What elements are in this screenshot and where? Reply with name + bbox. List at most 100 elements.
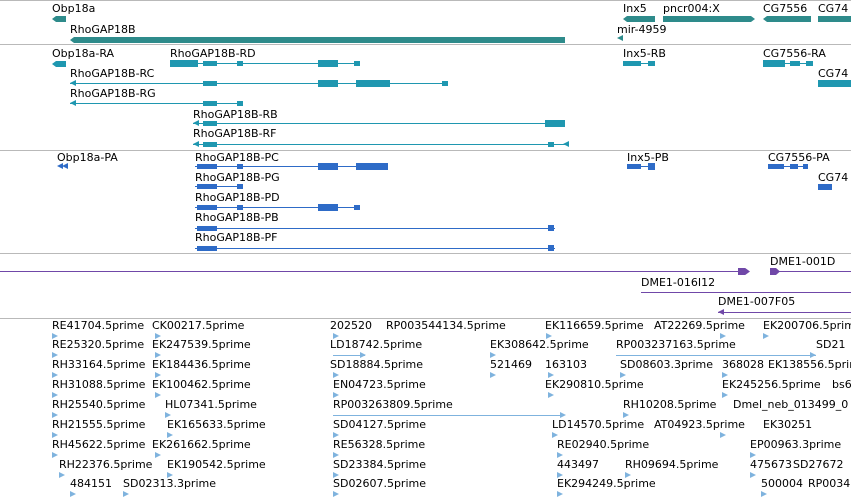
transcript-exon[interactable] xyxy=(623,61,641,66)
clone-end[interactable] xyxy=(738,268,750,275)
est-feature[interactable] xyxy=(557,472,563,478)
est-label[interactable]: EK261662.5prime xyxy=(152,438,251,451)
est-label[interactable]: SD21 xyxy=(816,338,846,351)
est-label[interactable]: SD04127.5prime xyxy=(333,418,426,431)
est-feature[interactable] xyxy=(165,412,171,418)
protein-exon[interactable] xyxy=(197,205,217,210)
est-label[interactable]: RP003263809.5prime xyxy=(333,398,453,411)
est-label[interactable]: EK184436.5prime xyxy=(152,358,251,371)
protein-label[interactable]: RhoGAP18B-PD xyxy=(195,191,280,204)
clone-feature[interactable] xyxy=(641,292,851,293)
est-feature[interactable] xyxy=(52,352,58,358)
est-feature[interactable] xyxy=(750,452,756,458)
transcript-label[interactable]: Obp18a-RA xyxy=(52,47,115,60)
clone-label[interactable]: DME1-001D xyxy=(770,255,836,268)
est-label[interactable]: SD08603.3prime xyxy=(620,358,713,371)
est-label[interactable]: RH45622.5prime xyxy=(52,438,146,451)
est-label[interactable]: 443497 xyxy=(557,458,599,471)
transcript-exon[interactable] xyxy=(193,120,199,126)
est-label[interactable]: EK138556.5prime xyxy=(768,358,851,371)
est-label[interactable]: EK165633.5prime xyxy=(167,418,266,431)
est-label[interactable]: SD27672 xyxy=(793,458,844,471)
est-feature[interactable] xyxy=(52,333,58,339)
transcript-exon[interactable] xyxy=(442,81,448,86)
protein-exon[interactable] xyxy=(548,245,554,251)
est-label[interactable]: RE56328.5prime xyxy=(333,438,426,451)
protein-exon[interactable] xyxy=(237,164,243,169)
est-feature[interactable] xyxy=(167,432,173,438)
est-label[interactable]: 500004 xyxy=(761,477,803,490)
gene-feature[interactable] xyxy=(818,16,851,22)
protein-label[interactable]: RhoGAP18B-PG xyxy=(195,171,280,184)
gene-label[interactable]: RhoGAP18B xyxy=(70,23,136,36)
transcript-exon[interactable] xyxy=(193,141,199,147)
est-label[interactable]: EK290810.5prime xyxy=(545,378,644,391)
clone-feature[interactable] xyxy=(0,271,746,272)
est-label[interactable]: 475673 xyxy=(750,458,792,471)
est-label[interactable]: EN04723.5prime xyxy=(333,378,426,391)
est-feature[interactable] xyxy=(490,372,496,378)
gene-label[interactable]: mir-4959 xyxy=(617,23,667,36)
est-feature[interactable] xyxy=(155,392,161,398)
est-feature[interactable] xyxy=(490,352,496,358)
est-feature[interactable] xyxy=(763,333,769,339)
est-feature[interactable] xyxy=(625,472,631,478)
est-feature[interactable] xyxy=(52,392,58,398)
est-label[interactable]: 521469 xyxy=(490,358,532,371)
clone-end[interactable] xyxy=(718,309,724,315)
est-feature[interactable] xyxy=(548,372,554,378)
est-feature[interactable] xyxy=(333,432,339,438)
transcript-exon[interactable] xyxy=(203,142,217,147)
est-feature[interactable] xyxy=(552,432,558,438)
est-label[interactable]: EK294249.5prime xyxy=(557,477,656,490)
est-feature[interactable] xyxy=(333,472,339,478)
est-label[interactable]: EK116659.5prime xyxy=(545,319,644,332)
protein-label[interactable]: RhoGAP18B-PC xyxy=(195,151,279,164)
gene-label[interactable]: Inx5 xyxy=(623,2,647,15)
est-feature[interactable] xyxy=(52,372,58,378)
est-feature[interactable] xyxy=(557,491,563,497)
est-label[interactable]: EK245256.5prime xyxy=(722,378,821,391)
transcript-label[interactable]: CG7556-RA xyxy=(763,47,826,60)
transcript-exon[interactable] xyxy=(318,60,338,67)
est-feature[interactable] xyxy=(333,333,339,339)
est-label[interactable]: EK247539.5prime xyxy=(152,338,251,351)
transcript-exon[interactable] xyxy=(318,80,338,87)
protein-exon[interactable] xyxy=(548,225,554,231)
gene-feature[interactable] xyxy=(617,35,623,41)
gene-label[interactable]: Obp18a xyxy=(52,2,96,15)
transcript-label[interactable]: Inx5-RB xyxy=(623,47,666,60)
est-label[interactable]: LD14570.5prime xyxy=(552,418,645,431)
est-label[interactable]: RE41704.5prime xyxy=(52,319,145,332)
est-label[interactable]: RE25320.5prime xyxy=(52,338,145,351)
est-label[interactable]: SD23384.5prime xyxy=(333,458,426,471)
est-label[interactable]: SD02313.3prime xyxy=(123,477,216,490)
est-label[interactable]: SD02607.5prime xyxy=(333,477,426,490)
protein-exon[interactable] xyxy=(648,163,655,170)
est-label[interactable]: RE02940.5prime xyxy=(557,438,650,451)
transcript-exon[interactable] xyxy=(237,101,243,106)
est-feature[interactable] xyxy=(52,412,58,418)
est-feature[interactable] xyxy=(70,491,76,497)
protein-exon[interactable] xyxy=(237,184,243,189)
est-feature[interactable] xyxy=(546,333,552,339)
gene-feature[interactable] xyxy=(70,37,565,43)
protein-exon[interactable] xyxy=(237,205,243,210)
gene-feature[interactable] xyxy=(763,16,811,22)
est-feature[interactable] xyxy=(722,372,728,378)
est-label[interactable]: EK200706.5prime xyxy=(763,319,851,332)
transcript-label[interactable]: RhoGAP18B-RC xyxy=(70,67,155,80)
transcript-exon[interactable] xyxy=(548,142,554,147)
protein-exon[interactable] xyxy=(197,164,217,169)
est-feature[interactable] xyxy=(333,372,339,378)
protein-label[interactable]: RhoGAP18B-PB xyxy=(195,211,279,224)
transcript-exon[interactable] xyxy=(203,81,217,86)
est-label[interactable]: CK00217.5prime xyxy=(152,319,245,332)
gene-feature[interactable] xyxy=(52,16,66,22)
transcript-exon[interactable] xyxy=(648,61,655,66)
protein-exon[interactable] xyxy=(790,164,798,169)
protein-label[interactable]: CG74 xyxy=(818,171,849,184)
est-label[interactable]: RP003237163.5prime xyxy=(616,338,736,351)
transcript-feature[interactable] xyxy=(52,61,66,67)
est-label[interactable]: SD18884.5prime xyxy=(330,358,423,371)
